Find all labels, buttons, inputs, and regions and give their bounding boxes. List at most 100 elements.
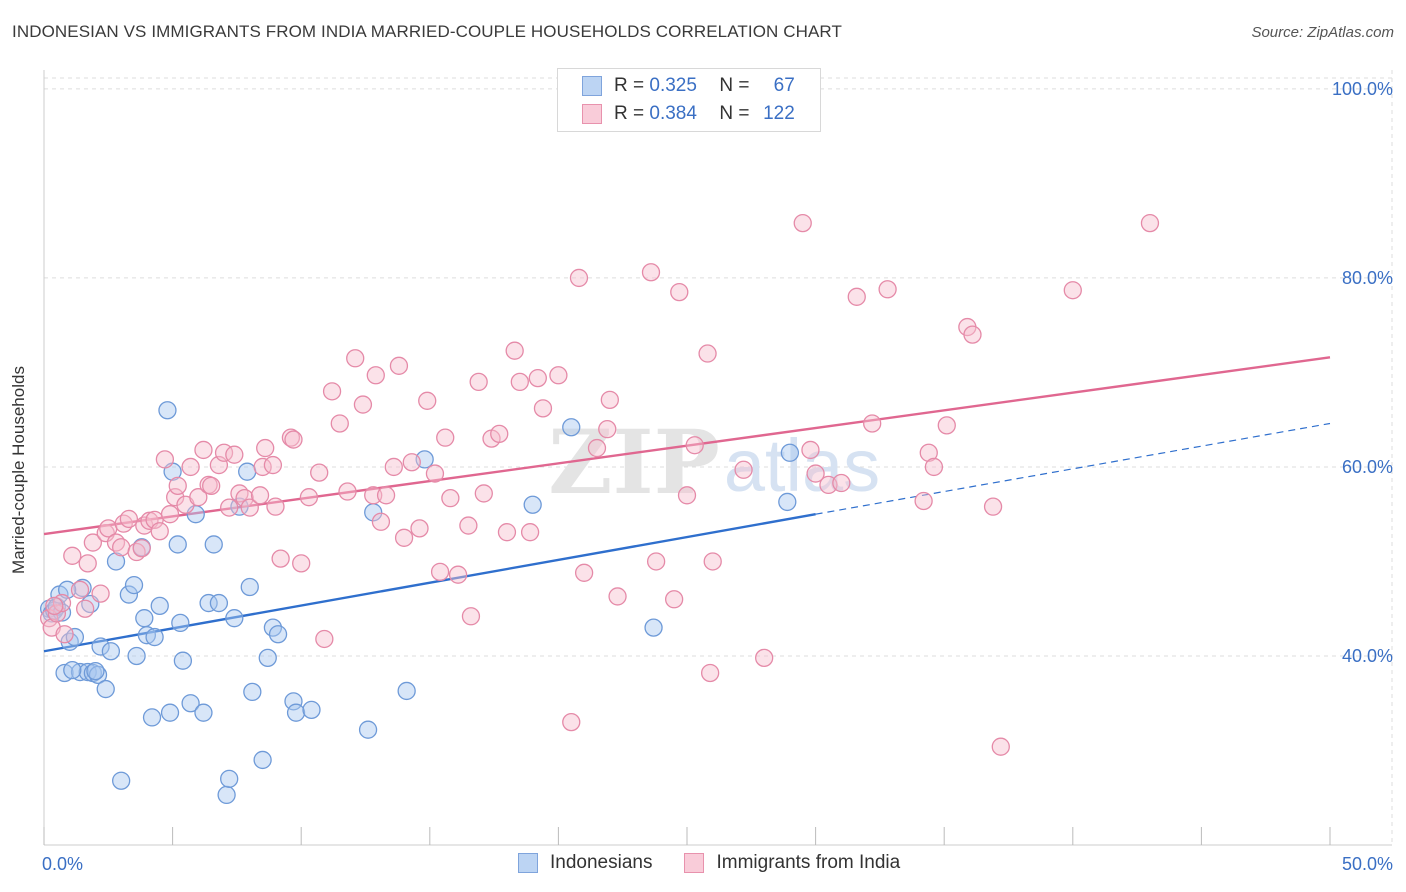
r-value: 0.325	[649, 75, 697, 96]
point-india	[562, 712, 581, 732]
point-india	[266, 497, 285, 516]
point-indonesians	[268, 625, 288, 644]
point-india	[202, 476, 221, 496]
point-indonesians	[142, 708, 162, 727]
point-indonesians	[91, 637, 110, 656]
point-india	[78, 554, 97, 573]
point-indonesians	[181, 694, 200, 713]
point-indonesians	[644, 618, 663, 637]
legend-swatch-pink	[582, 104, 602, 124]
point-india	[963, 325, 982, 344]
point-india	[112, 538, 131, 557]
point-india	[878, 280, 897, 299]
point-india	[256, 438, 275, 458]
point-indonesians	[124, 575, 144, 595]
point-india	[600, 390, 619, 409]
y-tick-label: 100.0%	[1332, 79, 1393, 99]
legend-swatch-pink	[684, 853, 705, 873]
point-india	[1063, 281, 1082, 300]
point-indonesians	[158, 401, 177, 420]
point-indonesians	[173, 651, 193, 670]
point-indonesians	[523, 495, 542, 514]
point-indonesians	[145, 627, 164, 647]
point-india	[505, 341, 524, 360]
point-india	[549, 366, 568, 385]
stats-legend-row-india: R = 0.384 N = 122	[582, 103, 795, 125]
point-india	[664, 590, 684, 609]
n-value: 67	[773, 75, 795, 96]
point-india	[646, 552, 666, 571]
point-indonesians	[73, 578, 92, 598]
n-label: N =	[719, 103, 750, 124]
point-indonesians	[204, 535, 223, 554]
point-india	[299, 488, 319, 507]
point-indonesians	[209, 593, 229, 613]
point-india	[410, 519, 429, 538]
point-indonesians	[135, 609, 154, 628]
point-india	[330, 414, 349, 433]
point-india	[497, 523, 517, 542]
x-tick-label: 50.0%	[1342, 854, 1393, 874]
point-india	[63, 546, 82, 565]
point-india	[394, 528, 414, 547]
point-india	[677, 486, 697, 505]
point-indonesians	[127, 646, 146, 666]
legend-item-india: Immigrants from India	[684, 852, 900, 874]
point-indonesians	[106, 552, 126, 571]
point-india	[240, 498, 259, 517]
trend-line-indonesians	[43, 513, 816, 653]
point-indonesians	[284, 692, 303, 711]
point-india	[430, 562, 450, 582]
point-india	[533, 399, 553, 418]
point-india	[806, 464, 825, 483]
point-india	[250, 486, 270, 505]
point-india	[376, 486, 396, 505]
y-tick-label: 60.0%	[1342, 457, 1393, 477]
point-india	[271, 549, 290, 568]
point-indonesians	[780, 443, 800, 462]
y-tick-label: 40.0%	[1342, 646, 1393, 666]
point-india	[168, 476, 187, 496]
source-label: Source: ZipAtlas.com	[1251, 24, 1394, 41]
point-indonesians	[101, 642, 121, 661]
point-indonesians	[238, 462, 257, 481]
point-india	[194, 440, 213, 460]
point-india	[119, 509, 139, 529]
point-india	[371, 512, 391, 531]
point-india	[389, 356, 409, 375]
point-india	[425, 464, 445, 483]
point-india	[520, 523, 540, 542]
point-india	[832, 473, 851, 493]
point-india	[574, 563, 594, 582]
legend-label: Indonesians	[550, 852, 653, 873]
point-india	[310, 463, 329, 482]
point-india	[459, 516, 478, 535]
point-india	[474, 484, 493, 503]
r-value: 0.384	[649, 103, 697, 124]
point-indonesians	[171, 613, 190, 633]
series-legend: Indonesians Immigrants from India	[518, 852, 932, 874]
point-india	[132, 539, 151, 558]
n-value: 122	[763, 103, 795, 124]
point-india	[220, 498, 239, 517]
point-india	[166, 488, 185, 507]
point-indonesians	[778, 492, 797, 512]
point-indonesians	[199, 593, 218, 613]
point-indonesians	[168, 535, 187, 554]
trend-line-indonesians-extension	[815, 422, 1331, 515]
point-indonesians	[302, 700, 321, 719]
point-india	[353, 395, 373, 414]
point-india	[160, 505, 180, 524]
point-india	[76, 599, 95, 618]
point-india	[346, 349, 365, 368]
stats-legend-row-indonesians: R = 0.325 N = 67	[582, 75, 795, 97]
point-india	[801, 440, 820, 460]
point-india	[235, 488, 254, 508]
point-indonesians	[112, 771, 131, 790]
point-india	[384, 457, 403, 477]
point-india	[608, 587, 627, 606]
point-india	[322, 382, 342, 401]
point-india	[364, 486, 383, 505]
grid-lines	[44, 70, 1393, 845]
point-india	[670, 282, 689, 302]
